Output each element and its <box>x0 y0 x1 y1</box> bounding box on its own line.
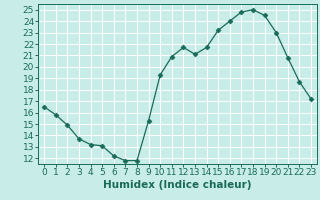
X-axis label: Humidex (Indice chaleur): Humidex (Indice chaleur) <box>103 180 252 190</box>
